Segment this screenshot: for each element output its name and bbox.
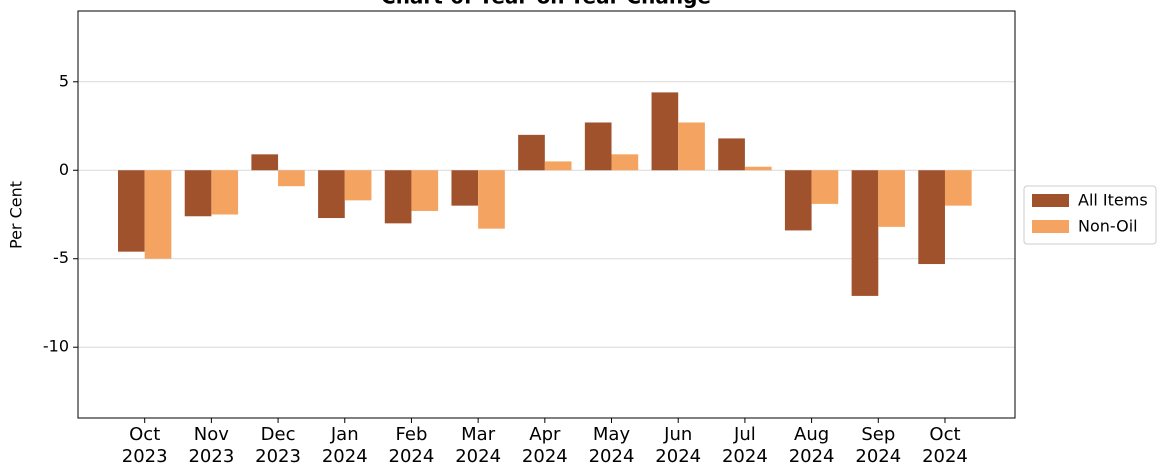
x-tick-label: Nov 2023 <box>188 424 235 467</box>
bar <box>744 166 772 171</box>
bar <box>344 170 372 201</box>
bar <box>211 170 239 215</box>
x-tick-label: Oct 2024 <box>922 424 968 467</box>
bar <box>251 154 279 171</box>
bar <box>184 170 212 217</box>
bar <box>318 170 345 219</box>
y-axis-label: Per Cent <box>7 181 26 249</box>
bar <box>918 170 945 265</box>
x-tick-label: Feb 2024 <box>388 424 435 467</box>
x-tick-label: Mar 2024 <box>455 424 502 467</box>
x-tick-label: Aug 2024 <box>788 424 835 467</box>
x-tick-label: Oct 2023 <box>121 424 168 467</box>
x-tick-label: Jan 2024 <box>321 424 368 467</box>
legend-label: Non-Oil <box>1078 217 1138 236</box>
bar <box>544 161 572 171</box>
bar <box>384 170 412 224</box>
y-tick-label: -5 <box>53 248 69 267</box>
bar <box>518 134 545 171</box>
bar <box>118 170 145 252</box>
bar <box>144 170 172 259</box>
bar <box>718 138 745 171</box>
x-tick-label: May 2024 <box>588 424 635 467</box>
bar <box>651 92 679 171</box>
bar <box>584 122 612 171</box>
bar <box>811 170 839 204</box>
bar <box>784 170 812 231</box>
legend-swatch <box>1032 220 1069 233</box>
bar <box>851 170 879 296</box>
y-tick-label: -10 <box>43 337 69 356</box>
bar <box>878 170 905 227</box>
bar <box>451 170 479 206</box>
bar <box>611 154 639 171</box>
legend-swatch <box>1032 194 1069 207</box>
bar <box>678 122 705 171</box>
x-tick-label: Dec 2023 <box>255 424 301 467</box>
bar <box>411 170 439 211</box>
y-tick-label: 5 <box>59 71 69 90</box>
y-tick-label: 0 <box>59 160 69 179</box>
legend-label: All Items <box>1078 191 1148 210</box>
x-tick-label: Jul 2024 <box>721 424 768 467</box>
chart-title: Chart 6: Year-on-Year Change <box>381 0 711 9</box>
plot-frame <box>77 10 1016 419</box>
x-tick-label: Sep 2024 <box>855 424 902 467</box>
x-tick-label: Apr 2024 <box>521 424 568 467</box>
bar <box>478 170 505 229</box>
bar <box>944 170 972 206</box>
bar <box>278 170 305 187</box>
x-tick-label: Jun 2024 <box>655 424 702 467</box>
